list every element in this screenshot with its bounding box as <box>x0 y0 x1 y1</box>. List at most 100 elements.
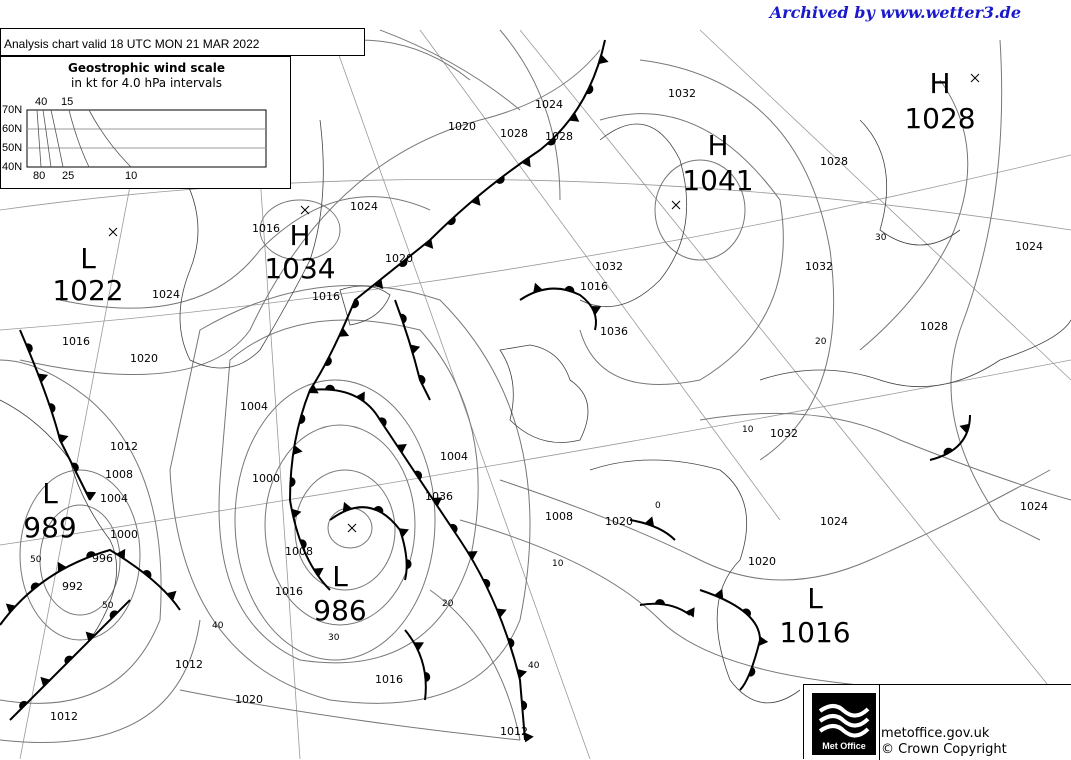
pressure-centre-value: 989 <box>23 511 76 544</box>
wind-speed-label: 50 <box>102 601 114 611</box>
chart-title: Analysis chart valid 18 UTC MON 21 MAR 2… <box>0 28 365 56</box>
cold-front-triangle-icon <box>569 112 580 122</box>
cold-front-triangle-icon <box>496 608 507 618</box>
lat-label: 50N <box>2 142 23 154</box>
logo-text: Met Office <box>822 741 866 751</box>
wind-speed-label: 0 <box>655 501 661 511</box>
isobar-label: 1008 <box>105 468 133 481</box>
warm-front-semicircle-icon <box>86 551 96 558</box>
isobar-label: 1024 <box>152 288 180 301</box>
cold-front-triangle-icon <box>410 344 421 355</box>
isobar-label: 1028 <box>820 155 848 168</box>
warm-front-semicircle-icon <box>324 384 335 391</box>
cold-front-triangle-icon <box>524 732 534 743</box>
warm-front-semicircle-icon <box>48 403 56 413</box>
warm-front-semicircle-icon <box>547 137 556 146</box>
cold-front-triangle-icon <box>398 528 409 538</box>
lat-label: 40N <box>2 161 23 173</box>
scale-top-label: 15 <box>61 96 74 108</box>
isobar-label: 1012 <box>50 710 78 723</box>
cold-front-triangle-icon <box>308 384 319 394</box>
cold-front-triangle-icon <box>57 561 67 573</box>
centre-cross-icon <box>970 73 980 83</box>
isobars <box>0 29 1071 743</box>
wind-scale-subtitle: in kt for 4.0 hPa intervals <box>71 76 222 90</box>
isobar-label: 1004 <box>440 450 468 463</box>
wind-speed-label: 30 <box>875 233 887 243</box>
centre-cross-icon <box>300 205 310 215</box>
isobar-label: 1020 <box>235 693 263 706</box>
pressure-centre-value: 986 <box>313 594 366 627</box>
warm-front-semicircle-icon <box>398 258 408 267</box>
warm-front-semicircle-icon <box>400 313 407 324</box>
cold-front-triangle-icon <box>292 445 303 456</box>
pressure-centre-type: L <box>42 477 58 510</box>
isobar-label: 1032 <box>595 260 623 273</box>
warm-front-semicircle-icon <box>654 599 665 605</box>
isobar-label: 1000 <box>252 472 280 485</box>
cold-front-triangle-icon <box>396 444 407 454</box>
warm-front-semicircle-icon <box>406 559 412 570</box>
warm-front-semicircle-icon <box>71 462 79 473</box>
isobar-label: 1032 <box>805 260 833 273</box>
isobar-label: 1028 <box>920 320 948 333</box>
warm-front-semicircle-icon <box>19 700 28 710</box>
warm-front-semicircle-icon <box>418 375 426 385</box>
cold-front-triangle-icon <box>470 195 481 206</box>
wind-speed-label: 30 <box>328 633 340 643</box>
met-office-footer: Met Office metoffice.gov.uk © Crown Copy… <box>803 684 1071 760</box>
isobar-label: 1012 <box>175 658 203 671</box>
cold-front-triangle-icon <box>714 588 724 600</box>
cold-front-triangle-icon <box>685 607 695 618</box>
wind-speed-label: 40 <box>212 621 224 631</box>
isobar-label: 1024 <box>350 200 378 213</box>
scale-bottom-label: 25 <box>62 170 75 182</box>
pressure-centre-type: L <box>332 560 348 593</box>
cold-front-triangle-icon <box>373 278 384 290</box>
isobar-label: 1016 <box>580 280 608 293</box>
wind-speed-label: 50 <box>30 555 42 565</box>
scale-bottom-label: 10 <box>125 170 138 182</box>
pressure-centre-value: 1041 <box>682 164 753 197</box>
isobar-label: 1028 <box>500 127 528 140</box>
cold-front-triangle-icon <box>85 491 97 501</box>
cold-front-triangle-icon <box>413 642 424 652</box>
pressure-centre-type: H <box>707 129 728 162</box>
cold-front-triangle-icon <box>116 548 126 560</box>
cold-front-triangle-icon <box>85 631 96 642</box>
cold-front-triangle-icon <box>644 516 655 527</box>
cold-front-triangle-icon <box>533 282 543 293</box>
warm-front-semicircle-icon <box>64 655 73 665</box>
pressure-centre-type: H <box>929 67 950 100</box>
cold-front-triangle-icon <box>313 567 324 578</box>
warm-front-semicircle-icon <box>30 582 40 591</box>
warm-front-semicircle-icon <box>299 414 306 424</box>
lat-label: 60N <box>2 123 23 135</box>
isobar-label: 1000 <box>110 528 138 541</box>
fronts <box>0 39 971 741</box>
warm-front-semicircle-icon <box>564 285 575 293</box>
wind-scale-title: Geostrophic wind scale <box>68 61 225 75</box>
cold-front-triangle-icon <box>5 603 16 614</box>
site-link[interactable]: metoffice.gov.uk <box>881 726 990 741</box>
isobar-label: 1024 <box>1020 500 1048 513</box>
cold-front-triangle-icon <box>291 508 302 519</box>
coastlines <box>0 119 1071 704</box>
isobar-label: 1008 <box>545 510 573 523</box>
warm-front-semicircle-icon <box>449 523 458 534</box>
wind-scale-graph <box>26 109 267 168</box>
isobar-label: 1012 <box>110 440 138 453</box>
warm-front-semicircle-icon <box>142 570 152 579</box>
warm-front-semicircle-icon <box>324 356 332 366</box>
copyright: © Crown Copyright <box>881 742 1007 757</box>
warm-front-semicircle-icon <box>424 672 431 683</box>
lat-label: 70N <box>2 104 23 116</box>
wind-speed-label: 20 <box>815 337 827 347</box>
cold-front-triangle-icon <box>758 636 769 646</box>
archive-credit[interactable]: Archived by www.wetter3.de <box>769 3 1021 22</box>
pressure-centre-type: L <box>80 242 96 275</box>
cold-front-triangle-icon <box>959 423 970 434</box>
cold-front-triangle-icon <box>517 668 528 679</box>
isobar-label: 1024 <box>820 515 848 528</box>
isobar-label: 1012 <box>500 725 528 738</box>
